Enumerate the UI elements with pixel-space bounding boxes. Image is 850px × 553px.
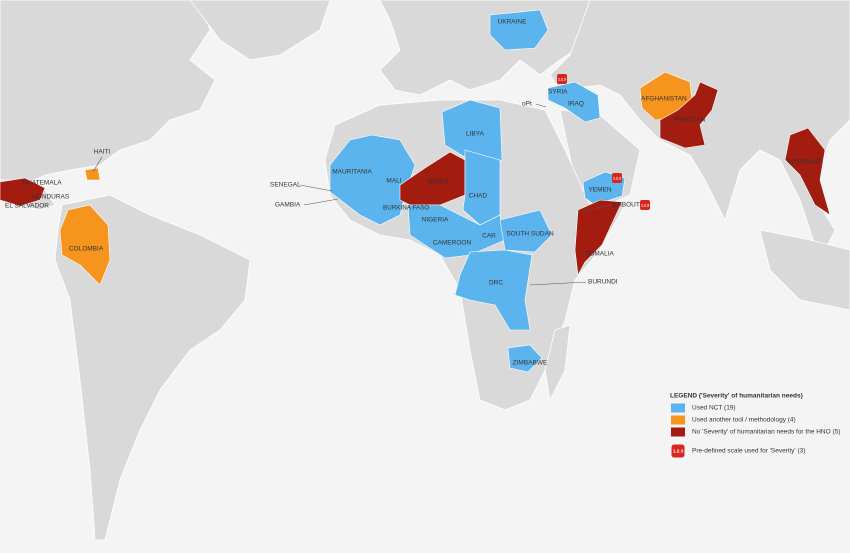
country-shape: [784, 127, 831, 216]
country-label: CAR: [482, 233, 496, 240]
country-label: UKRAINE: [498, 19, 528, 26]
country-label: EL SALVADOR: [5, 203, 49, 210]
country-shape: [547, 81, 601, 123]
legend-badge: 1.2.3: [671, 444, 685, 458]
country-shape: [462, 149, 501, 226]
country-shape: [441, 99, 503, 166]
country-label: YEMEN: [588, 187, 611, 194]
country-label: DRC: [489, 280, 503, 287]
legend-swatch: [671, 415, 685, 425]
country-shape: [507, 344, 543, 373]
country-label: SYRIA: [548, 89, 568, 96]
legend-title: LEGEND ('Severity' of humanitarian needs…: [670, 393, 803, 400]
leader-line: [535, 103, 547, 108]
country-label: BURKINA FASO: [383, 205, 429, 212]
country-shape: [499, 209, 553, 253]
country-label: HONDURAS: [32, 194, 70, 201]
country-shape: [0, 177, 46, 207]
leader-line: [581, 204, 612, 212]
country-label: PAKISTAN: [674, 117, 705, 124]
country-label: AFGHANISTAN: [641, 96, 687, 103]
country-shape: [59, 204, 111, 286]
country-label: ZIMBABWE: [513, 360, 548, 367]
country-labels: UKRAINE SYRIA IRAQ oPt AFGHANISTAN PAKIS…: [5, 19, 821, 367]
legend: LEGEND ('Severity' of humanitarian needs…: [670, 393, 840, 458]
country-label: MALI: [386, 178, 401, 185]
country-label: IRAQ: [568, 101, 584, 108]
country-label: LIBYA: [466, 131, 485, 138]
country-label: MYANMAR: [788, 159, 821, 166]
scale-badges: 1.2.3 1.2.3 1.2.3: [557, 74, 650, 210]
country-shape: [659, 81, 719, 149]
country-label: CAMEROON: [433, 240, 472, 247]
scale-badge-text: 1.2.3: [558, 77, 566, 81]
scale-badge-text: 1.2.3: [673, 449, 684, 454]
country-label: MAURITANIA: [332, 169, 372, 176]
country-label: NIGERIA: [422, 217, 449, 224]
country-shape: [454, 249, 533, 331]
country-label: GUATEMALA: [22, 180, 62, 187]
country-shape: [84, 167, 101, 181]
scale-badge: [557, 74, 567, 84]
country-shape: [407, 204, 506, 259]
country-label: oPt: [522, 101, 532, 108]
country-shape: [489, 9, 549, 51]
country-label: SOMALIA: [585, 251, 615, 258]
country-label: SENEGAL: [270, 182, 301, 189]
scale-badge-text: 1.2.3: [613, 176, 621, 180]
legend-swatch: [671, 427, 685, 437]
leader-line: [299, 184, 333, 192]
country-label: SOUTH SUDAN: [506, 231, 554, 238]
country-label: DJIBOUTI: [612, 202, 642, 209]
leader-line: [303, 198, 339, 206]
legend-label: Pre-defined scale used for 'Severity' (3…: [692, 448, 805, 455]
country-label: HAITI: [94, 149, 111, 156]
legend-label: Used NCT (19): [692, 405, 736, 412]
countries: [0, 9, 831, 373]
country-label: CHAD: [469, 193, 488, 200]
leader-line: [529, 281, 587, 286]
country-label: BURUNDI: [588, 279, 618, 286]
scale-badge: [640, 200, 650, 210]
leader-line: [92, 156, 103, 173]
country-label: GAMBIA: [275, 202, 301, 209]
scale-badge-text: 1.2.3: [641, 203, 649, 207]
legend-swatch: [671, 403, 685, 413]
country-shape: [574, 199, 623, 276]
legend-label: No 'Severity' of humanitarian needs for …: [692, 429, 840, 436]
legend-label: Used another tool / methodology (4): [692, 417, 796, 424]
scale-badge: [671, 444, 685, 458]
country-label: NIGER: [428, 179, 449, 186]
country-label: COLOMBIA: [69, 246, 104, 253]
scale-badge: [612, 173, 622, 183]
